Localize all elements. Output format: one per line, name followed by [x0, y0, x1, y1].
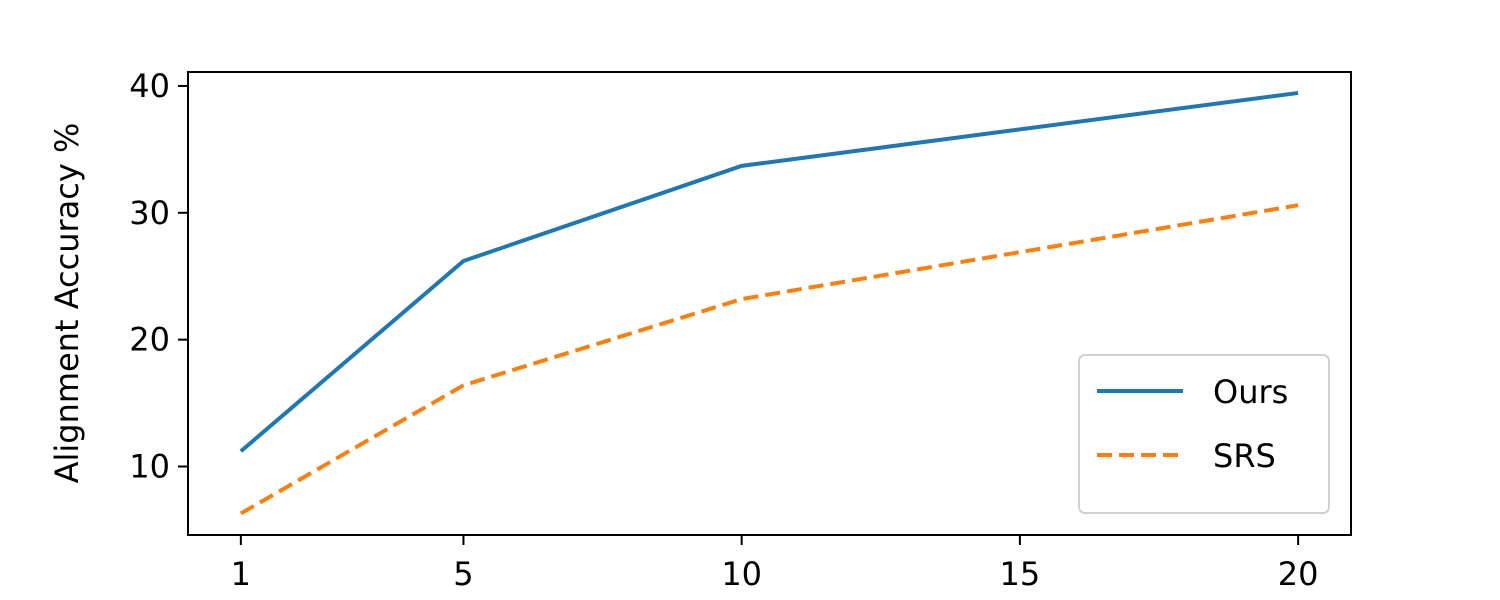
- y-tick-label: 10: [129, 448, 170, 486]
- x-tick-label: 5: [453, 555, 473, 593]
- x-tick-label: 20: [1278, 555, 1319, 593]
- legend-box: [1078, 354, 1330, 514]
- legend-label: SRS: [1213, 437, 1276, 475]
- line-series: [239, 90, 1299, 453]
- x-tick-label: 10: [721, 555, 762, 593]
- y-axis-label: Alignment Accuracy %: [48, 123, 86, 484]
- legend-label: Ours: [1213, 373, 1288, 411]
- x-tick-label: 15: [1000, 555, 1041, 593]
- y-tick-label: 40: [129, 67, 170, 105]
- y-tick-label: 30: [129, 194, 170, 232]
- y-tick-label: 20: [129, 321, 170, 359]
- line-series: [239, 203, 1299, 516]
- plot-frame: [187, 71, 1352, 536]
- x-tick-label: 1: [231, 555, 251, 593]
